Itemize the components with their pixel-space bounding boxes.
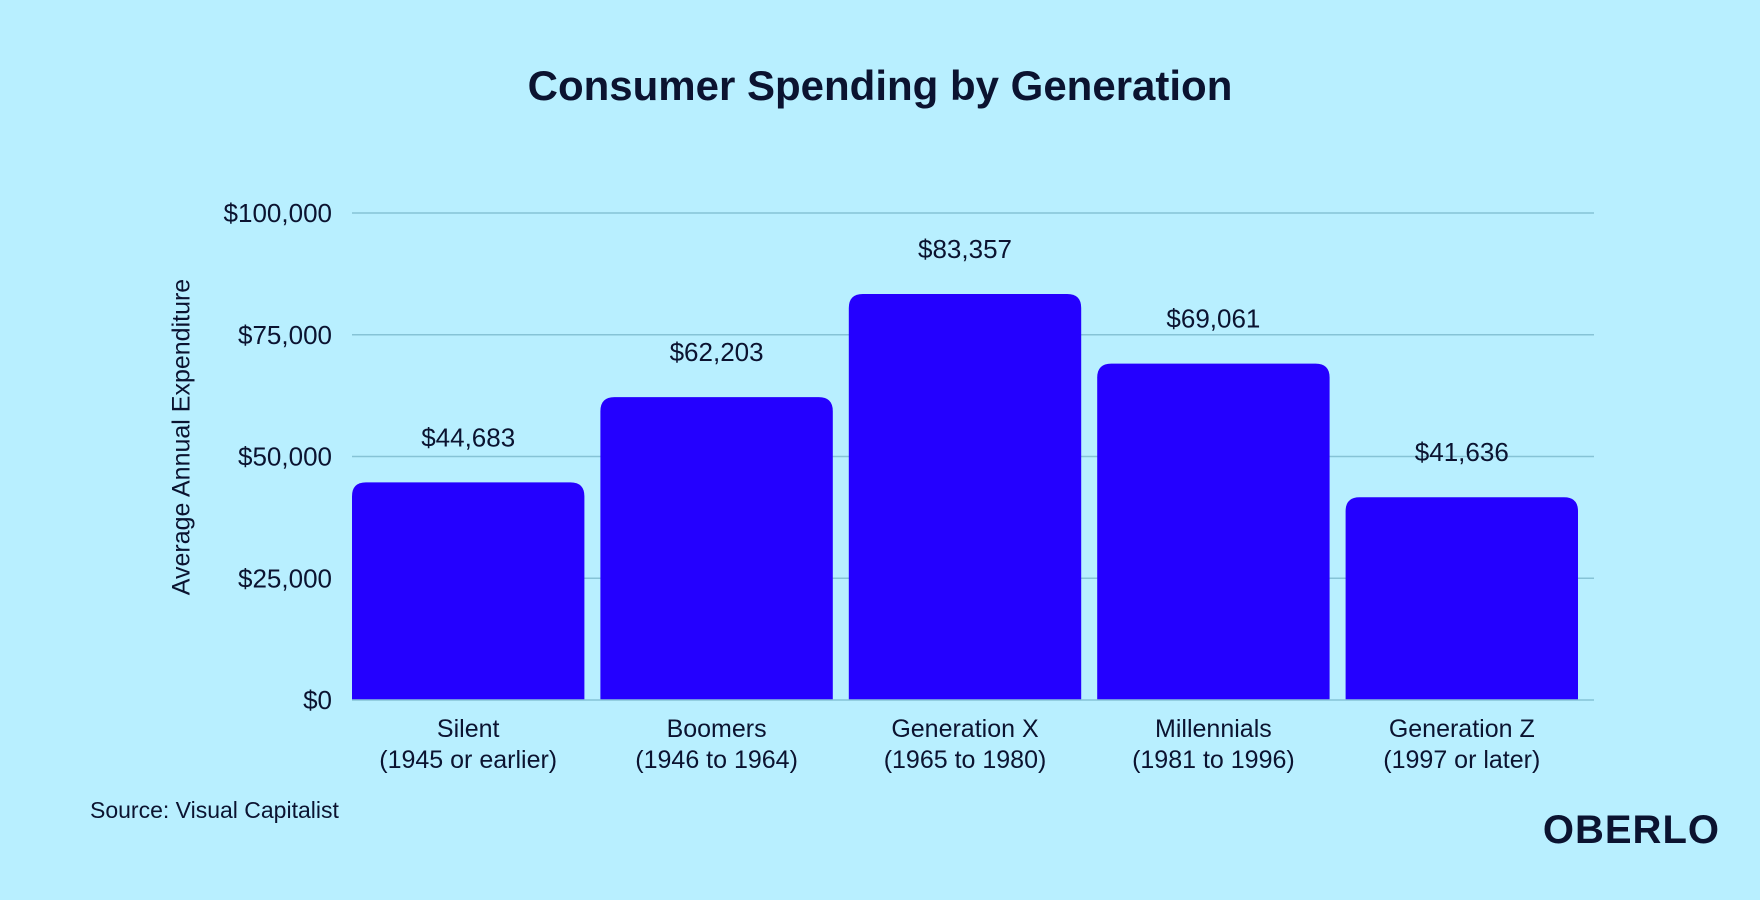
- data-label: $62,203: [670, 337, 764, 367]
- bar: [1345, 497, 1578, 700]
- x-tick-label: (1945 or earlier): [379, 746, 557, 774]
- y-tick-label: $25,000: [238, 563, 332, 593]
- bar: [352, 482, 585, 700]
- x-tick-label: Millennials: [1155, 715, 1272, 743]
- x-tick-label: (1997 or later): [1383, 746, 1540, 774]
- x-tick-label: Generation X: [891, 715, 1039, 743]
- data-label: $41,636: [1415, 437, 1509, 467]
- x-tick-label: (1946 to 1964): [635, 746, 798, 774]
- data-label: $83,357: [918, 234, 1012, 264]
- x-tick-label: Boomers: [667, 715, 767, 743]
- y-tick-label: $75,000: [238, 320, 332, 350]
- bar: [1097, 363, 1330, 700]
- x-tick-label: Silent: [437, 715, 500, 743]
- data-label: $44,683: [421, 422, 515, 452]
- x-tick-label: (1981 to 1996): [1132, 746, 1295, 774]
- oberlo-logo: OBERLO: [1542, 808, 1720, 852]
- y-tick-label: $50,000: [238, 442, 332, 472]
- y-tick-label: $0: [303, 685, 332, 715]
- x-tick-label: Generation Z: [1389, 715, 1535, 743]
- bar: [600, 397, 833, 700]
- source-note: Source: Visual Capitalist: [90, 797, 339, 823]
- x-tick-label: (1965 to 1980): [884, 746, 1047, 774]
- data-label: $69,061: [1166, 304, 1260, 334]
- y-tick-label: $100,000: [224, 198, 332, 228]
- bar: [848, 294, 1082, 700]
- chart-title: Consumer Spending by Generation: [527, 62, 1233, 109]
